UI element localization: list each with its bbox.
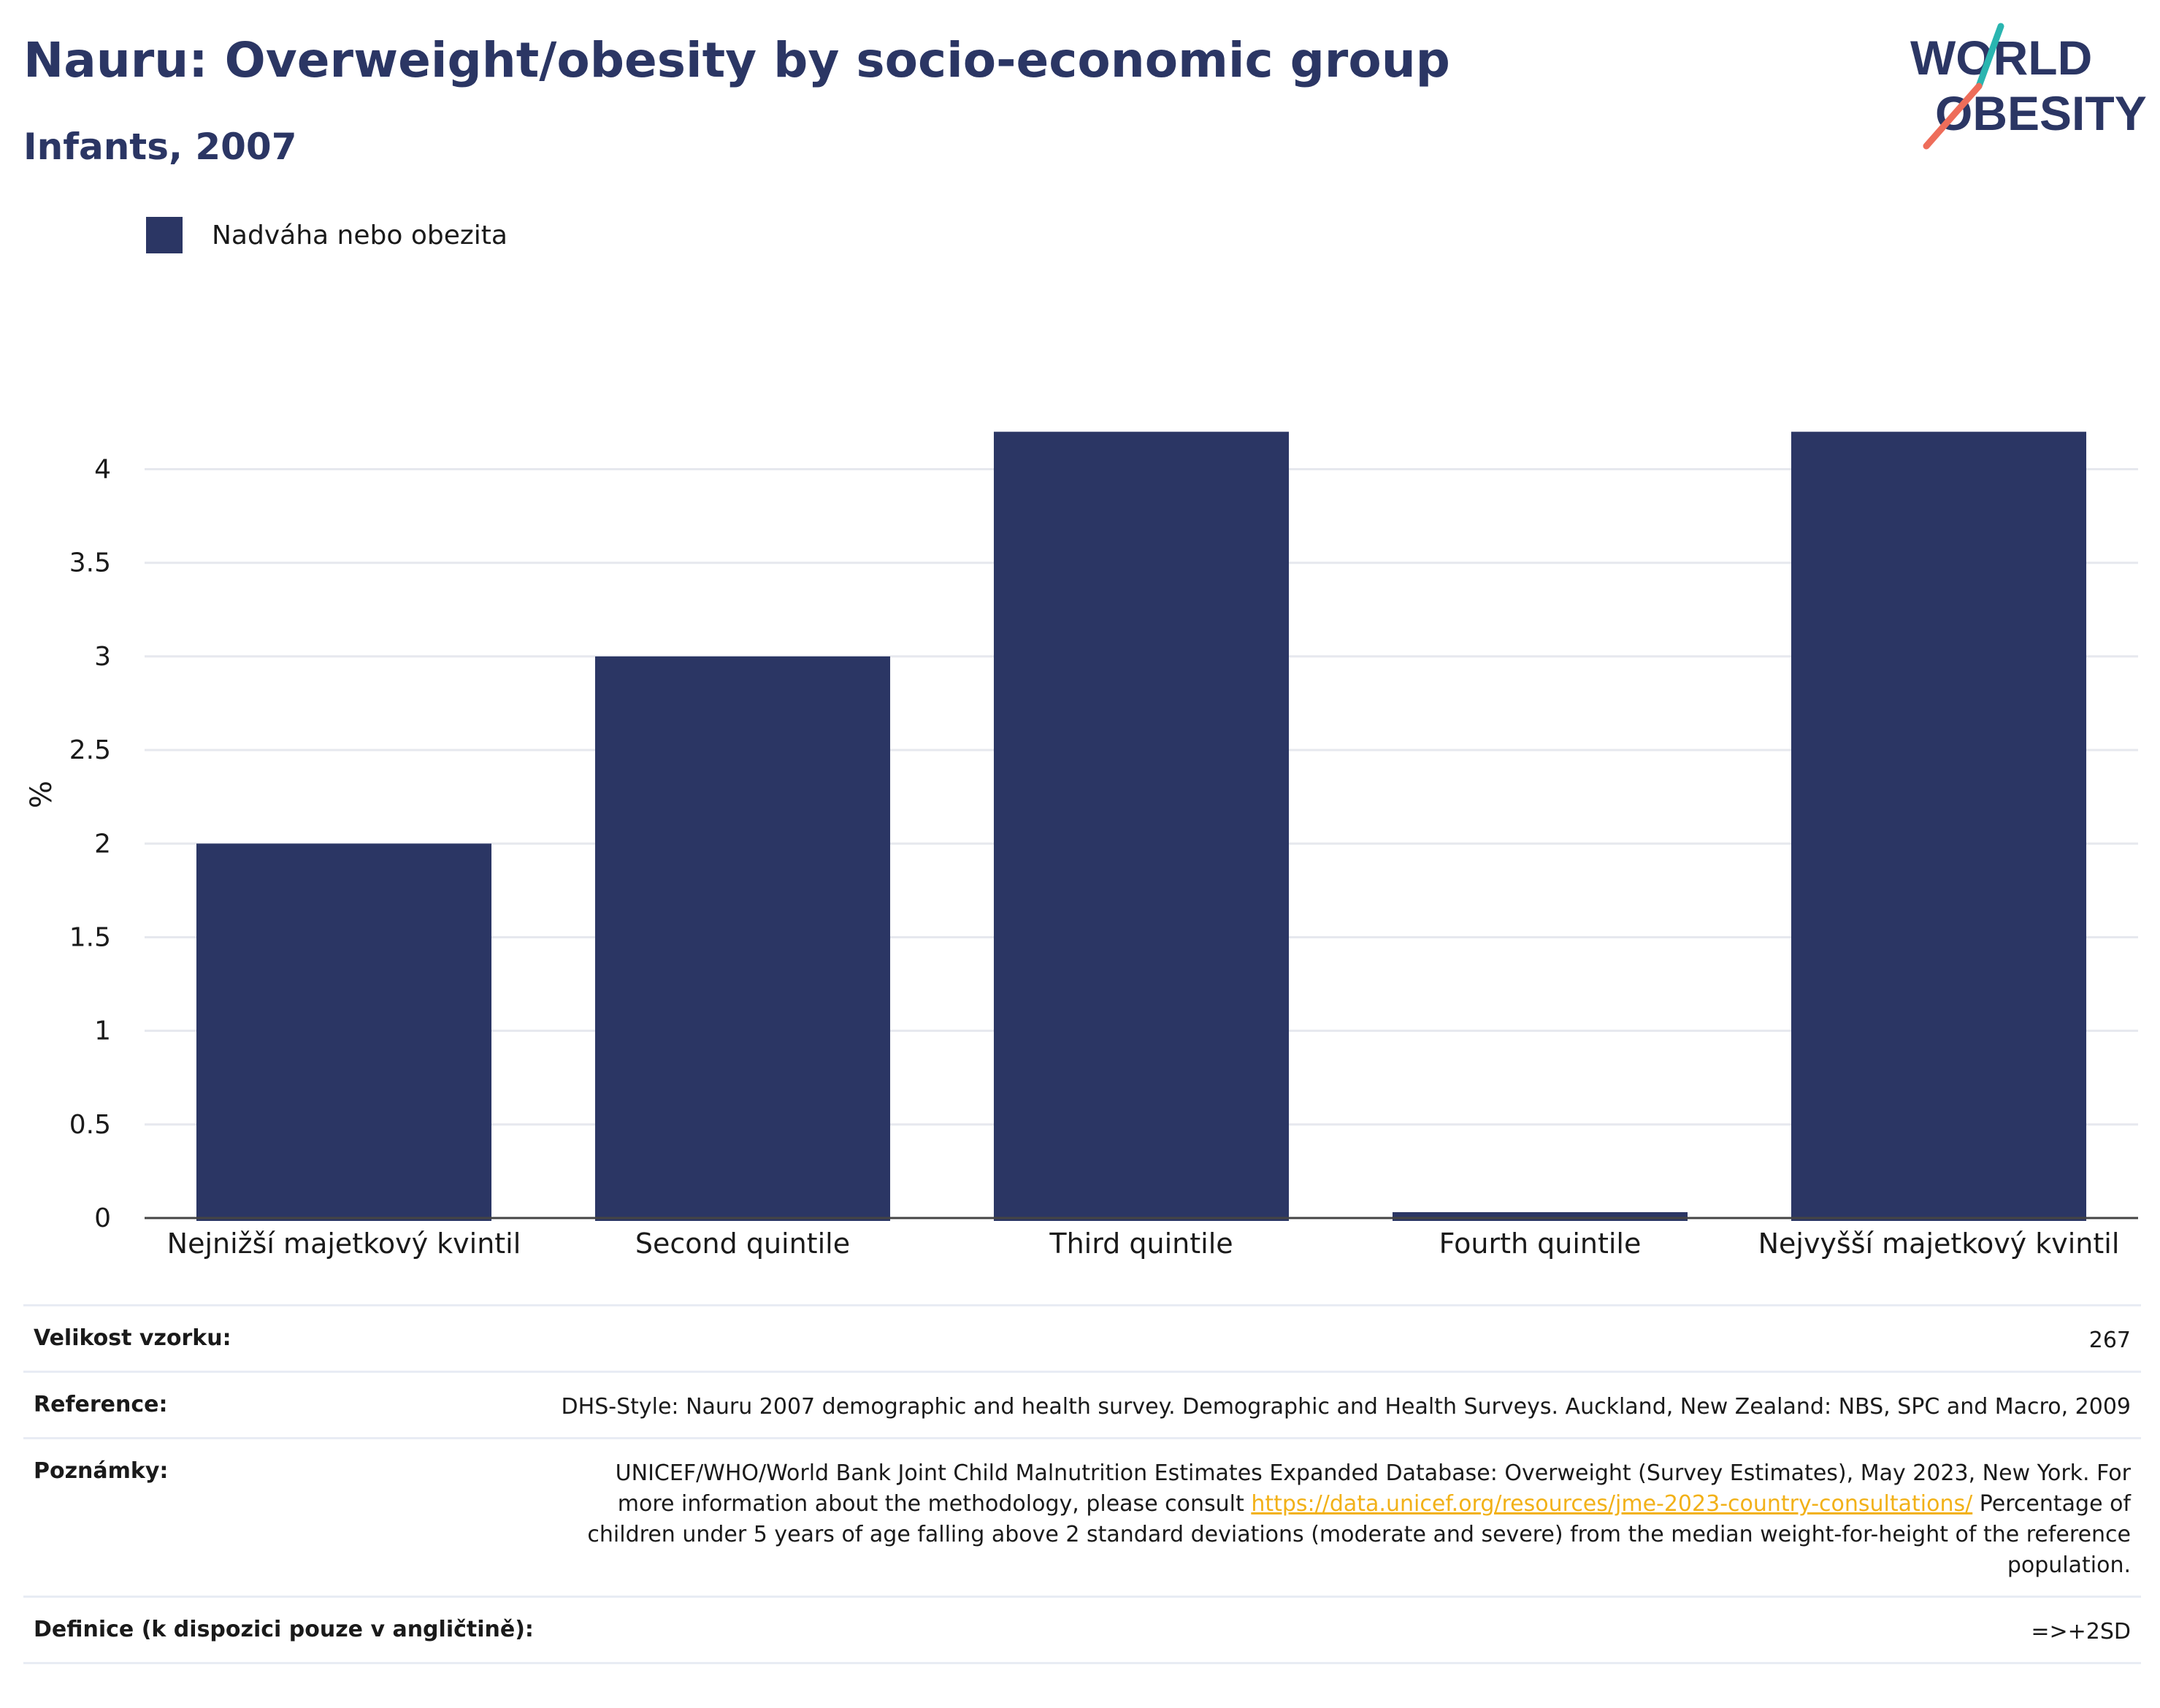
- chart-subtitle: Infants, 2007: [23, 126, 297, 168]
- logo-text-world: WORLD: [1910, 31, 2092, 85]
- notes-text-2: Percentage of children under 5 years of …: [587, 1491, 2131, 1578]
- x-tick-label: Second quintile: [635, 1228, 850, 1260]
- bar: [1791, 432, 2087, 1221]
- y-tick-label: 1.5: [69, 922, 111, 952]
- info-row-reference: Reference: DHS-Style: Nauru 2007 demogra…: [23, 1371, 2141, 1439]
- bar: [1392, 1212, 1688, 1221]
- y-tick-label: 0.5: [69, 1110, 111, 1140]
- info-row-notes: Poznámky: UNICEF/WHO/World Bank Joint Ch…: [23, 1438, 2141, 1597]
- y-tick-label: 0: [94, 1203, 111, 1233]
- info-row-sample-size: Velikost vzorku: 267: [23, 1305, 2141, 1372]
- definition-value: =>+2SD: [2031, 1619, 2131, 1644]
- x-tick-label: Nejnižší majetkový kvintil: [167, 1228, 521, 1260]
- y-tick-label: 3.5: [69, 548, 111, 578]
- sample-size-label: Velikost vzorku:: [34, 1325, 231, 1351]
- bar-chart: 0 0.5 1 1.5 2 2.5 3 3.5 4% Nejnižší majetkový kvi…: [25, 432, 2138, 1260]
- bar: [993, 432, 1290, 1221]
- info-row-definition: Definice (k dispozici pouze v angličtině…: [23, 1596, 2141, 1663]
- reference-label: Reference:: [34, 1392, 168, 1417]
- logo-slash-coral: [1923, 83, 1983, 150]
- y-tick-label: 3: [94, 642, 111, 672]
- y-tick-label: 1: [94, 1016, 111, 1046]
- bar: [594, 656, 891, 1221]
- notes-label: Poznámky:: [34, 1458, 169, 1484]
- logo-slash-teal: [1975, 23, 2004, 90]
- reference-value: DHS-Style: Nauru 2007 demographic and he…: [561, 1394, 2131, 1420]
- x-tick-label: Nejvyšší majetkový kvintil: [1758, 1228, 2120, 1260]
- info-table: Velikost vzorku: 267 Reference: DHS-Styl…: [23, 1304, 2141, 1664]
- notes-value: UNICEF/WHO/World Bank Joint Child Malnut…: [544, 1439, 2141, 1597]
- notes-text-1: UNICEF/WHO/World Bank Joint Child Malnut…: [615, 1460, 2131, 1517]
- x-tick-label: Third quintile: [1049, 1228, 1233, 1260]
- y-tick-label: 2: [94, 829, 111, 859]
- chart-legend[interactable]: Nadváha nebo obezita: [146, 216, 508, 254]
- legend-swatch: [146, 217, 183, 253]
- bar: [196, 843, 492, 1221]
- y-tick-label: 4: [94, 455, 111, 485]
- world-obesity-logo: WORLD OBESITY: [1910, 23, 2147, 150]
- legend-label: Nadváha nebo obezita: [212, 220, 508, 250]
- chart-title: Nauru: Overweight/obesity by socio-econo…: [23, 32, 1450, 88]
- y-tick-label: 2.5: [69, 735, 111, 765]
- definition-label: Definice (k dispozici pouze v angličtině…: [34, 1617, 534, 1642]
- y-axis-label: %: [25, 781, 58, 808]
- x-tick-label: Fourth quintile: [1439, 1228, 1642, 1260]
- notes-link[interactable]: https://data.unicef.org/resources/jme-20…: [1251, 1491, 1973, 1517]
- sample-size-value: 267: [2088, 1328, 2131, 1353]
